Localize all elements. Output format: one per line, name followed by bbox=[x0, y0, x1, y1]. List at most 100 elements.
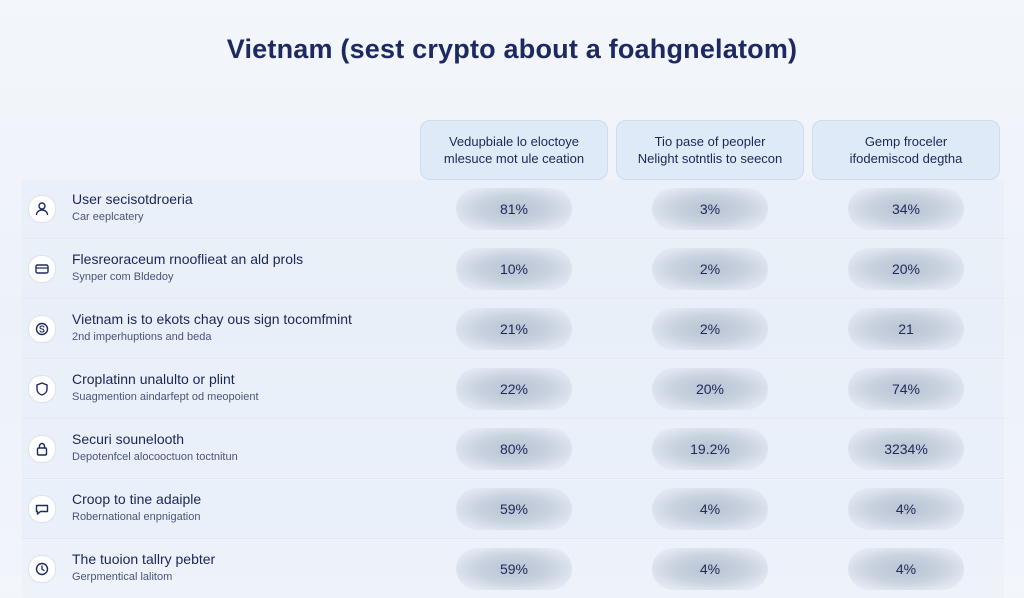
value-cell: 21% bbox=[456, 308, 572, 350]
value-text: 20% bbox=[695, 381, 725, 397]
value-cell: 59% bbox=[456, 488, 572, 530]
value-text: 34% bbox=[891, 201, 921, 217]
row-subtitle: Robernational enpnigation bbox=[72, 511, 201, 523]
value-cell: 4% bbox=[652, 488, 768, 530]
row-label-header bbox=[22, 118, 412, 178]
row-title: Securi sounelooth bbox=[72, 431, 185, 447]
column-header-3-line1: Gemp froceler bbox=[864, 134, 948, 149]
value-text: 3% bbox=[699, 201, 721, 217]
table-row: Vietnam is to ekots chay ous sign tocomf… bbox=[22, 300, 1004, 359]
value-cell: 20% bbox=[652, 368, 768, 410]
value-cell: 59% bbox=[456, 548, 572, 590]
value-text: 21 bbox=[898, 321, 914, 337]
row-title: User secisotdroeria bbox=[72, 191, 193, 207]
column-header-3: Gemp froceler ifodemiscod degtha bbox=[812, 120, 1000, 180]
value-blob bbox=[456, 248, 572, 290]
value-blob bbox=[848, 488, 964, 530]
value-cell: 21 bbox=[848, 308, 964, 350]
chat-icon bbox=[28, 495, 56, 523]
value-cell: 20% bbox=[848, 248, 964, 290]
value-blob bbox=[652, 428, 768, 470]
value-cell: 19.2% bbox=[652, 428, 768, 470]
row-title: Vietnam is to ekots chay ous sign tocomf… bbox=[72, 311, 352, 327]
page-title: Vietnam (sest crypto about a foahgnelato… bbox=[226, 34, 798, 64]
value-blob bbox=[456, 308, 572, 350]
value-blob bbox=[848, 248, 964, 290]
value-blob bbox=[848, 428, 964, 470]
value-blob bbox=[456, 428, 572, 470]
value-cell: 4% bbox=[848, 548, 964, 590]
value-text: 59% bbox=[499, 561, 529, 577]
value-cell: 4% bbox=[848, 488, 964, 530]
value-text: 21% bbox=[499, 321, 529, 337]
row-subtitle: Depotenfcel alocooctuon toctnitun bbox=[72, 451, 238, 463]
lock-icon bbox=[28, 435, 56, 463]
value-text: 3234% bbox=[884, 441, 928, 457]
clock-icon bbox=[28, 555, 56, 583]
value-cell: 2% bbox=[652, 308, 768, 350]
value-text: 74% bbox=[891, 381, 921, 397]
row-title: Flesreoraceum rnooflieat an ald prols bbox=[72, 251, 304, 267]
value-cell: 34% bbox=[848, 188, 964, 230]
column-header-1: Vedupbiale lo eloctoye mlesuce mot ule c… bbox=[420, 120, 608, 180]
value-blob bbox=[652, 488, 768, 530]
value-text: 4% bbox=[895, 501, 917, 517]
column-header-2: Tio pase of peopler Nelight sotntlis to … bbox=[616, 120, 804, 180]
column-header-1-line2: mlesuce mot ule ceation bbox=[443, 151, 585, 166]
table-row: The tuoion tallry pebter Gerpmentical la… bbox=[22, 540, 1004, 598]
value-blob bbox=[652, 368, 768, 410]
card-icon bbox=[28, 255, 56, 283]
value-text: 20% bbox=[891, 261, 921, 277]
user-icon bbox=[28, 195, 56, 223]
table-row: Croop to tine adaiple Robernational enpn… bbox=[22, 480, 1004, 539]
value-blob bbox=[456, 488, 572, 530]
column-header-3-line2: ifodemiscod degtha bbox=[849, 151, 963, 166]
value-blob bbox=[848, 188, 964, 230]
value-cell: 74% bbox=[848, 368, 964, 410]
value-text: 81% bbox=[499, 201, 529, 217]
row-subtitle: Gerpmentical lalitom bbox=[72, 571, 173, 583]
value-text: 2% bbox=[699, 321, 721, 337]
value-text: 10% bbox=[499, 261, 529, 277]
row-title: Croplatinn unalulto or plint bbox=[72, 371, 235, 387]
row-subtitle: Suagmention aindarfept od meopoient bbox=[72, 391, 259, 403]
value-cell: 2% bbox=[652, 248, 768, 290]
table-row: User secisotdroeria Car eeplcatery 81% 3… bbox=[22, 180, 1004, 239]
value-blob bbox=[652, 188, 768, 230]
row-title: Croop to tine adaiple bbox=[72, 491, 202, 507]
row-subtitle: Car eeplcatery bbox=[72, 211, 144, 223]
value-text: 19.2% bbox=[690, 441, 730, 457]
column-header-2-line1: Tio pase of peopler bbox=[654, 134, 766, 149]
value-cell: 10% bbox=[456, 248, 572, 290]
value-text: 4% bbox=[699, 501, 721, 517]
value-cell: 3234% bbox=[848, 428, 964, 470]
row-subtitle: Synper com Bldedoy bbox=[72, 271, 174, 283]
value-text: 59% bbox=[499, 501, 529, 517]
value-cell: 81% bbox=[456, 188, 572, 230]
value-text: 80% bbox=[499, 441, 529, 457]
value-text: 4% bbox=[699, 561, 721, 577]
value-text: 2% bbox=[699, 261, 721, 277]
table-row: Securi sounelooth Depotenfcel alocooctuo… bbox=[22, 420, 1004, 479]
comparison-table: Vedupbiale lo eloctoye mlesuce mot ule c… bbox=[22, 118, 1004, 598]
value-blob bbox=[456, 188, 572, 230]
value-blob bbox=[652, 308, 768, 350]
value-cell: 3% bbox=[652, 188, 768, 230]
value-cell: 22% bbox=[456, 368, 572, 410]
table-row: Croplatinn unalulto or plint Suagmention… bbox=[22, 360, 1004, 419]
row-title: The tuoion tallry pebter bbox=[72, 551, 216, 567]
value-blob bbox=[848, 368, 964, 410]
value-cell: 80% bbox=[456, 428, 572, 470]
shield-icon bbox=[28, 375, 56, 403]
column-header-2-line2: Nelight sotntlis to seecon bbox=[637, 151, 783, 166]
value-blob bbox=[848, 308, 964, 350]
value-text: 22% bbox=[499, 381, 529, 397]
column-header-1-line1: Vedupbiale lo eloctoye bbox=[448, 134, 580, 149]
table-row: Flesreoraceum rnooflieat an ald prols Sy… bbox=[22, 240, 1004, 299]
coin-icon bbox=[28, 315, 56, 343]
value-blob bbox=[652, 248, 768, 290]
row-subtitle: 2nd imperhuptions and beda bbox=[72, 331, 212, 343]
value-cell: 4% bbox=[652, 548, 768, 590]
value-blob bbox=[456, 368, 572, 410]
value-text: 4% bbox=[895, 561, 917, 577]
